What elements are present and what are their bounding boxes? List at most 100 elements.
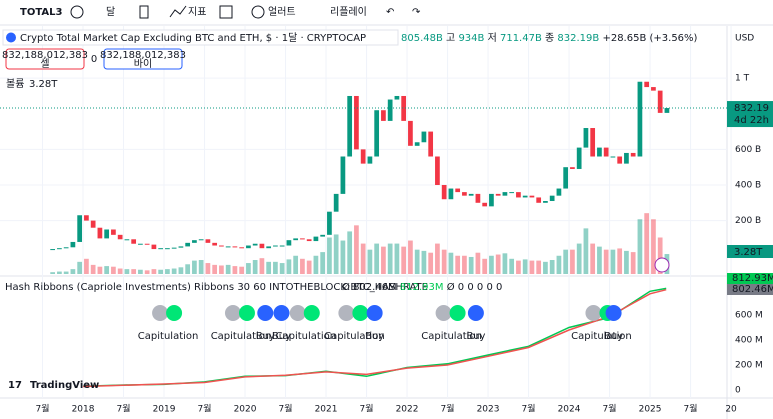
candle — [475, 193, 481, 203]
candle — [583, 128, 589, 148]
volume-bar — [198, 260, 204, 274]
volume-bar — [111, 266, 116, 274]
volume-bar — [624, 250, 629, 274]
candle-icon[interactable] — [139, 5, 149, 19]
add-icon[interactable] — [70, 5, 84, 19]
candle — [117, 234, 123, 240]
toolbar: TOTAL3 달 지표 얼러트 리플레이 ↶ ↷ — [0, 5, 773, 26]
value: 0 — [458, 282, 464, 293]
volume-bar — [462, 255, 467, 274]
x-tick-label: 2024 — [558, 405, 581, 415]
value: 0 — [467, 282, 473, 293]
candle — [246, 245, 251, 249]
volume-bar — [327, 237, 332, 274]
candle — [252, 243, 258, 246]
indicator-tag-label: 802.46M — [732, 284, 773, 295]
volume-bar — [63, 271, 69, 274]
indicators[interactable]: 지표 — [188, 6, 206, 18]
volume-bar — [657, 237, 663, 274]
volume-bar — [529, 260, 535, 274]
candle — [509, 192, 515, 194]
candle — [273, 245, 278, 247]
candle — [340, 156, 346, 194]
cap-signal — [224, 305, 241, 321]
candle — [549, 195, 555, 202]
volume-bar — [482, 258, 488, 274]
candle — [522, 195, 528, 198]
candle — [624, 152, 629, 164]
volume-bar — [77, 261, 83, 274]
volume-bar — [630, 252, 636, 274]
alert[interactable]: 얼러트 — [268, 6, 296, 18]
volume-bar — [306, 260, 312, 274]
cap-signal — [289, 305, 306, 321]
value: 934B — [458, 33, 484, 44]
volume-bar — [279, 263, 285, 274]
volume-bar — [293, 255, 299, 274]
sell-button[interactable] — [5, 48, 85, 70]
candle — [367, 156, 373, 164]
candle — [617, 156, 623, 164]
price-tag — [727, 101, 773, 128]
volume-tag-label: 3.28T — [734, 247, 763, 258]
volume-bar — [84, 258, 89, 274]
ohlc: 805.48B 고 934B 저 711.47B 종 832.19B +28.6… — [401, 32, 698, 44]
signal-label: Capitulation — [571, 331, 632, 342]
candle — [165, 248, 170, 250]
lightning-button[interactable] — [654, 257, 670, 273]
volume-bar — [151, 269, 157, 274]
buy-signal — [467, 305, 484, 321]
value: 종 — [545, 32, 554, 44]
watermark-text: TradingView — [30, 380, 99, 391]
volume-label: 볼륨 — [6, 78, 24, 90]
candle — [205, 239, 211, 243]
candle — [232, 246, 238, 248]
candle — [320, 234, 326, 237]
volume-tag — [727, 245, 773, 258]
candle — [178, 246, 184, 248]
buy-price: 832,188,012,383 — [100, 50, 186, 61]
redo[interactable]: ↷ — [412, 7, 421, 18]
volume-bar — [239, 266, 245, 274]
volume-bar — [266, 261, 272, 274]
interval[interactable]: 달 — [106, 6, 115, 18]
volume-bar — [165, 269, 170, 274]
candle — [354, 95, 359, 150]
x-tick-label: 7월 — [36, 403, 50, 415]
candle — [536, 197, 542, 203]
candle — [313, 236, 319, 242]
candle — [428, 131, 434, 157]
volume-bar — [394, 243, 400, 274]
volume-bar — [225, 264, 231, 274]
candle — [455, 188, 461, 193]
alert-icon[interactable] — [251, 5, 265, 19]
currency[interactable]: USD — [735, 34, 754, 44]
buy-button[interactable] — [103, 48, 183, 70]
candle — [347, 95, 353, 157]
x-tick-label: 2021 — [315, 405, 338, 415]
x-tick-label: 2025 — [639, 405, 662, 415]
volume-bar — [522, 259, 528, 274]
value: Ø — [447, 281, 455, 293]
candle — [333, 193, 339, 212]
candle — [468, 193, 474, 196]
indicator-tag — [727, 284, 773, 295]
signal-label: Capitulation — [276, 331, 337, 342]
replay[interactable]: 리플레이 — [330, 6, 367, 18]
y-tick-label: 400 B — [735, 180, 761, 190]
x-tick-label: 2023 — [477, 405, 500, 415]
volume-bar — [131, 269, 137, 274]
value: 0 — [477, 282, 483, 293]
volume-bar — [543, 261, 548, 274]
candle — [131, 239, 137, 244]
ind-icon[interactable] — [169, 5, 187, 18]
layout-icon[interactable] — [219, 5, 233, 19]
x-tick-label: 7월 — [684, 403, 698, 415]
volume-bar — [286, 259, 292, 274]
volume-bar — [232, 266, 238, 274]
volume-bar — [212, 264, 218, 274]
cap-signal — [303, 305, 320, 321]
undo[interactable]: ↶ — [386, 7, 394, 18]
symbol[interactable]: TOTAL3 — [20, 7, 62, 18]
